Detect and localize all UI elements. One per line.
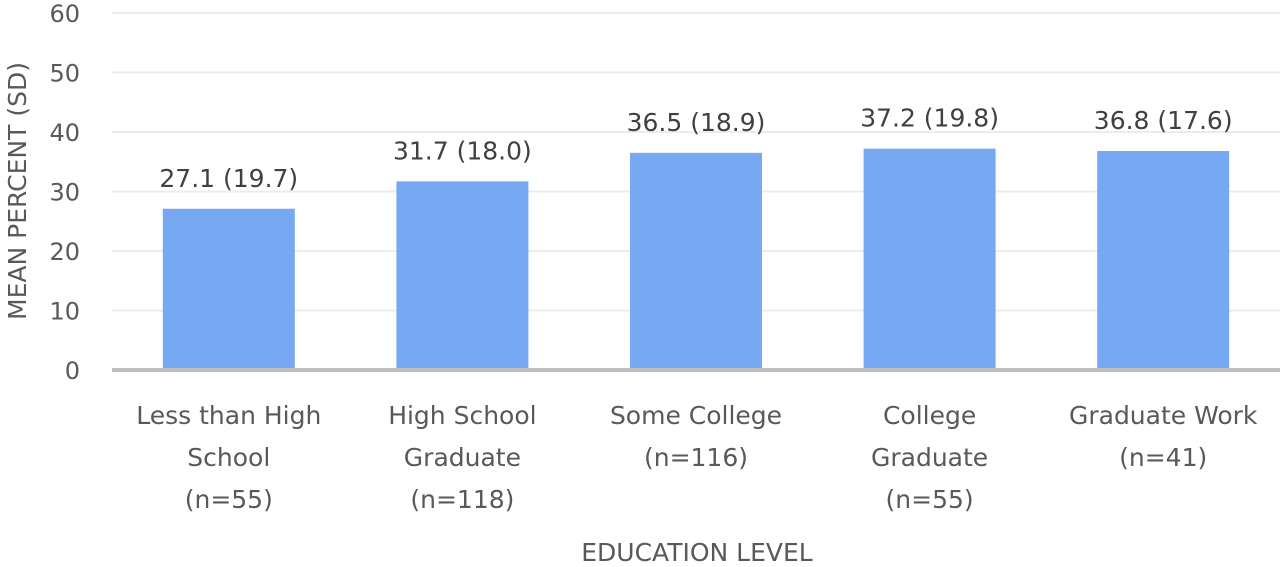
x-axis-title: EDUCATION LEVEL xyxy=(581,538,813,563)
category-label-line: (n=55) xyxy=(886,485,974,514)
y-tick-label: 20 xyxy=(49,238,80,266)
data-labels: 27.1 (19.7) 31.7 (18.0) 36.5 (18.9) 37.2 (1… xyxy=(159,104,1232,193)
y-tick-label: 0 xyxy=(65,357,80,385)
data-label: 37.2 (19.8) xyxy=(860,104,999,133)
y-tick-label: 10 xyxy=(49,298,80,326)
category-label: High School Graduate (n=118) xyxy=(388,401,536,514)
category-label-line: Graduate Work xyxy=(1069,401,1258,430)
bar xyxy=(162,208,295,370)
bar xyxy=(630,152,762,370)
category-label-line: School xyxy=(187,443,270,472)
category-label: Some College (n=116) xyxy=(610,401,782,472)
category-label-line: (n=55) xyxy=(185,485,273,514)
category-label-line: College xyxy=(883,401,976,430)
data-label: 27.1 (19.7) xyxy=(159,164,298,193)
category-label: Less than High School (n=55) xyxy=(136,401,321,514)
y-tick-label: 60 xyxy=(49,0,80,28)
category-label: College Graduate (n=55) xyxy=(871,401,988,514)
category-label-line: Some College xyxy=(610,401,782,430)
category-label-line: Less than High xyxy=(136,401,321,430)
category-label-line: Graduate xyxy=(404,443,521,472)
bar xyxy=(863,148,996,370)
data-label: 36.8 (17.6) xyxy=(1094,106,1233,135)
y-tick-label: 40 xyxy=(49,119,80,147)
category-label-line: Graduate xyxy=(871,443,988,472)
category-labels: Less than High School (n=55) High School Gra… xyxy=(136,401,1258,514)
category-label-line: High School xyxy=(388,401,536,430)
y-tick-labels: 0 10 20 30 40 50 60 xyxy=(49,0,80,385)
y-axis-title: MEAN PERCENT (SD) xyxy=(3,62,32,320)
category-label-line: (n=118) xyxy=(410,485,514,514)
y-tick-label: 50 xyxy=(49,60,80,88)
category-label-line: (n=41) xyxy=(1119,443,1207,472)
data-label: 31.7 (18.0) xyxy=(393,136,532,165)
bar xyxy=(396,181,529,370)
category-label-line: (n=116) xyxy=(644,443,748,472)
category-label: Graduate Work (n=41) xyxy=(1069,401,1258,472)
data-label: 36.5 (18.9) xyxy=(627,108,766,137)
bar xyxy=(1097,151,1230,370)
bars xyxy=(162,148,1230,370)
y-tick-label: 30 xyxy=(49,179,80,207)
